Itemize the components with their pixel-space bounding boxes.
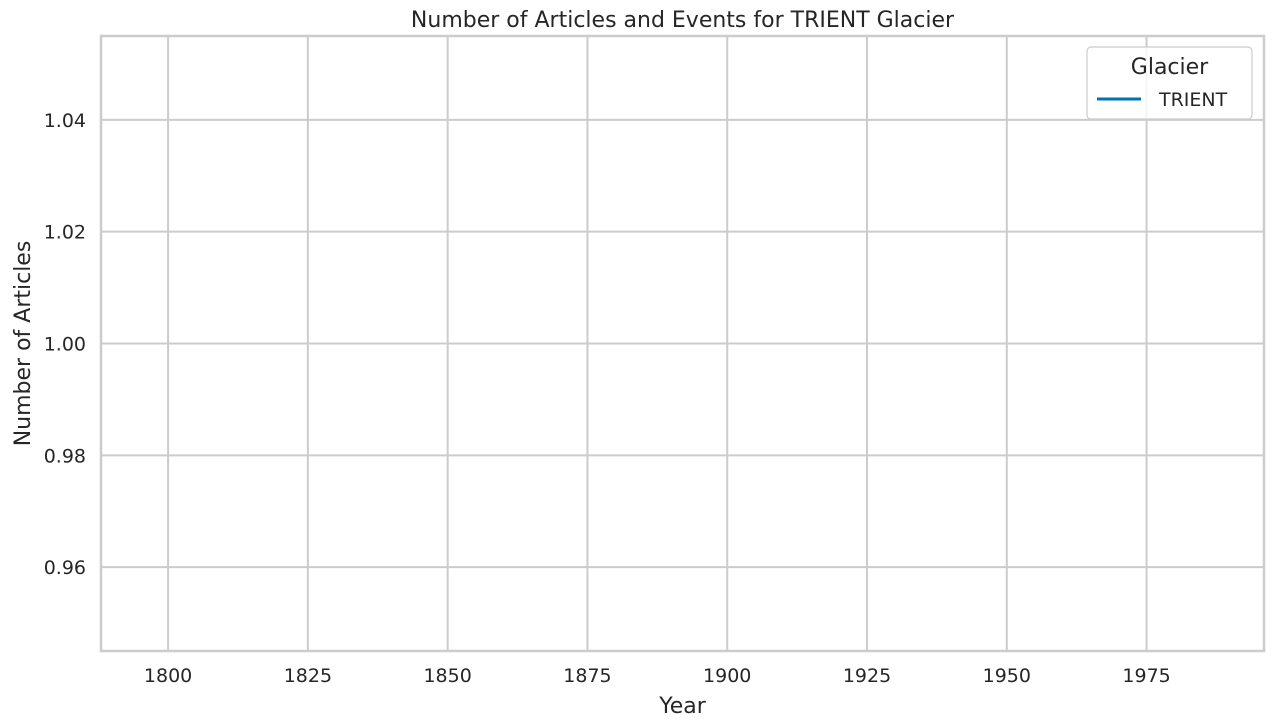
plot-frame [99, 34, 1266, 653]
y-tick-label: 0.98 [44, 445, 86, 467]
legend-title: Glacier [1131, 55, 1209, 80]
legend-entries: TRIENT [1097, 89, 1228, 111]
x-tick-label: 1800 [144, 665, 192, 687]
chart-title: Number of Articles and Events for TRIENT… [411, 8, 955, 33]
y-tick-label: 0.96 [44, 557, 86, 579]
y-axis-ticks: 0.96 0.98 1.00 1.02 1.04 [44, 110, 86, 579]
y-axis-title: Number of Articles [11, 241, 36, 447]
legend-label: TRIENT [1158, 89, 1228, 111]
x-tick-label: 1900 [703, 665, 751, 687]
x-tick-label: 1950 [983, 665, 1031, 687]
x-tick-label: 1875 [563, 665, 611, 687]
x-axis-ticks: 1800 1825 1850 1875 1900 1925 1950 1975 [144, 665, 1171, 687]
legend-box [1086, 46, 1253, 120]
x-tick-label: 1975 [1122, 665, 1170, 687]
y-tick-label: 1.04 [44, 110, 86, 132]
x-tick-label: 1925 [843, 665, 891, 687]
legend: Glacier TRIENT [1086, 46, 1253, 120]
y-tick-label: 1.00 [44, 334, 86, 356]
y-tick-label: 1.02 [44, 222, 86, 244]
x-axis-title: Year [658, 694, 707, 719]
x-tick-label: 1850 [423, 665, 471, 687]
x-tick-label: 1825 [284, 665, 332, 687]
grid [101, 36, 1264, 651]
